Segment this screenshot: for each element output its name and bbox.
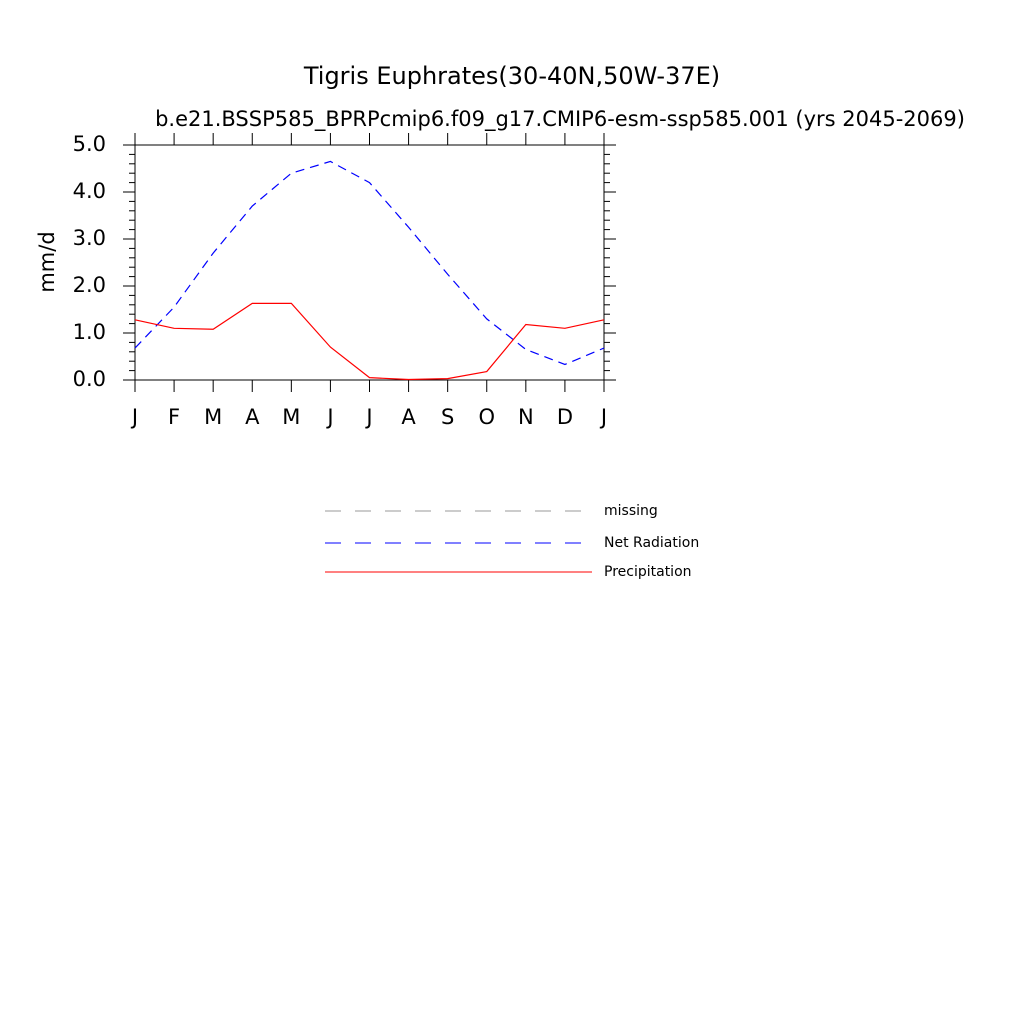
y-tick-label: 2.0 <box>73 273 106 297</box>
x-tick-label: J <box>599 405 607 429</box>
y-tick-label: 5.0 <box>73 132 106 156</box>
x-tick-label: A <box>245 405 260 429</box>
x-tick-label: J <box>325 405 333 429</box>
x-tick-label: O <box>478 405 495 429</box>
legend-label: Net Radiation <box>604 535 699 551</box>
chart-subtitle: b.e21.BSSP585_BPRPcmip6.f09_g17.CMIP6-es… <box>155 107 965 132</box>
y-axis-label: mm/d <box>35 231 59 292</box>
chart-title: Tigris Euphrates(30-40N,50W-37E) <box>303 62 720 90</box>
x-tick-label: D <box>557 405 573 429</box>
x-tick-label: M <box>282 405 300 429</box>
x-tick-label: F <box>168 405 180 429</box>
series-line <box>134 302 605 381</box>
x-tick-label: M <box>204 405 222 429</box>
x-tick-label: A <box>401 405 416 429</box>
y-tick-label: 4.0 <box>73 179 106 203</box>
legend-label: Precipitation <box>604 564 692 580</box>
x-tick-label: S <box>441 405 454 429</box>
x-tick-label: J <box>130 405 138 429</box>
y-tick-label: 0.0 <box>73 367 106 391</box>
series-line <box>134 160 605 366</box>
plot-frame <box>134 144 605 381</box>
legend-label: missing <box>604 503 658 519</box>
y-tick-label: 1.0 <box>73 320 106 344</box>
x-tick-label: N <box>518 405 534 429</box>
x-tick-label: J <box>364 405 372 429</box>
y-tick-label: 3.0 <box>73 226 106 250</box>
